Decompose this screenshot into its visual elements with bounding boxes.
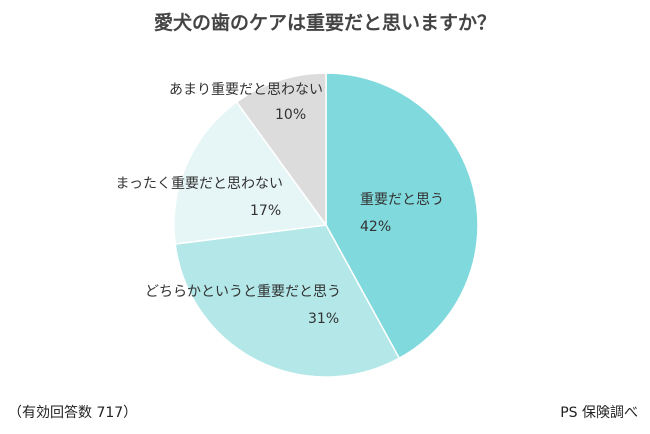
chart-title: 愛犬の歯のケアは重要だと思いますか？ [153,12,496,34]
slice-value-0: 42% [360,219,392,235]
slice-value-1: 31% [308,311,340,327]
source-note: PS 保険調べ [560,405,638,421]
slice-label-1: どちらかというと重要だと思う [145,284,341,300]
slice-value-2: 17% [250,203,282,219]
slice-label-2: まったく重要だと思わない [115,176,283,192]
slice-value-3: 10% [275,107,307,123]
pie-slice-3 [235,72,327,228]
slice-label-3: あまり重要だと思わない [169,82,323,98]
pie-slice-2 [173,100,328,245]
pie-slice-0 [325,72,479,360]
slice-label-0: 重要だと思う [360,192,444,208]
pie-slice-1 [174,224,401,378]
sample-size-note: （有効回答数 717） [8,405,138,421]
